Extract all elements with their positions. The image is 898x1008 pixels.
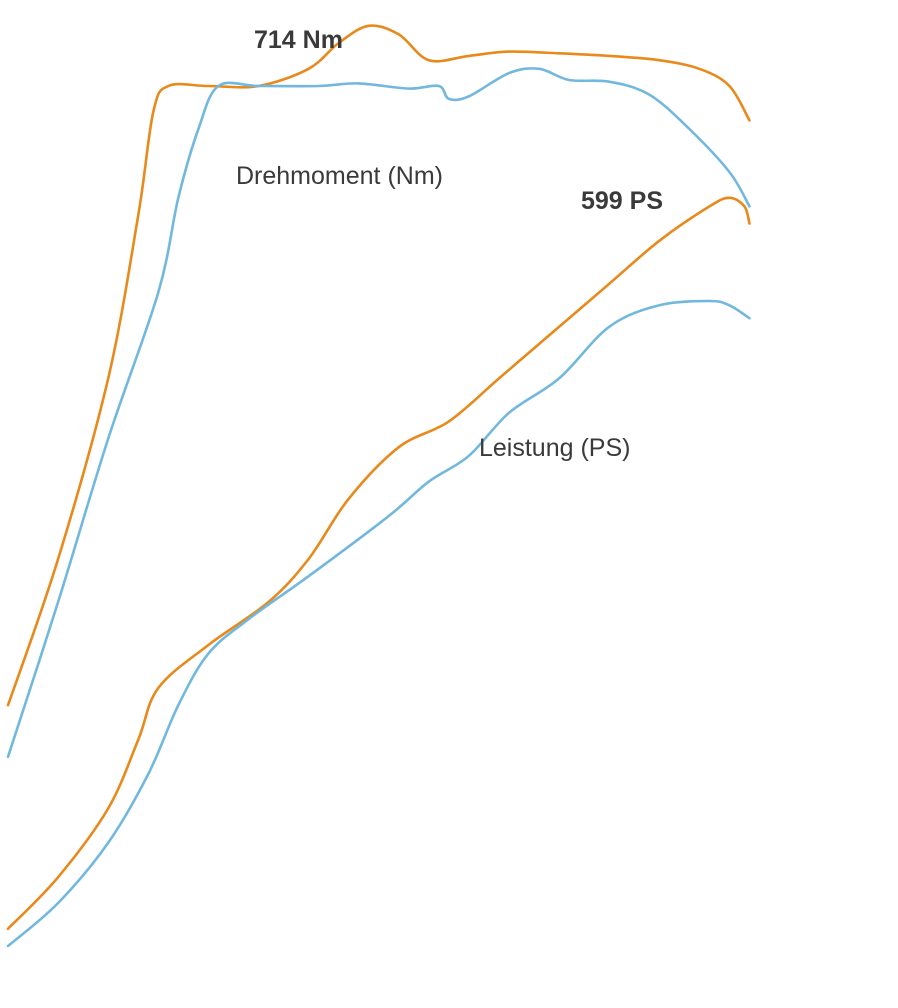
series-group — [6, 24, 751, 948]
torque-curve-orange — [6, 24, 751, 707]
torque-peak-label: 714 Nm — [254, 26, 343, 54]
power-curve-blue — [6, 299, 751, 948]
torque-curve-blue — [6, 67, 751, 759]
power-series-label: Leistung (PS) — [479, 434, 630, 462]
power-curve-orange — [6, 196, 751, 931]
power-peak-label: 599 PS — [581, 187, 663, 215]
torque-series-label: Drehmoment (Nm) — [236, 162, 443, 190]
